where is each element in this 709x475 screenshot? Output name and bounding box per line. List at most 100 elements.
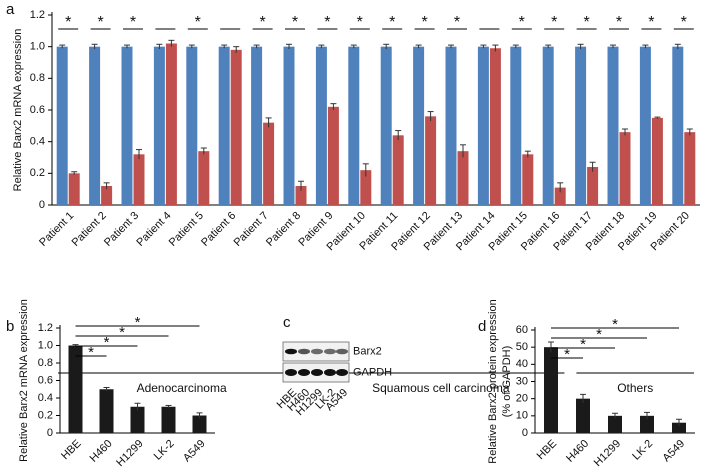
error-bar [512, 44, 519, 49]
x-tick-label: Patient 1 [37, 210, 76, 249]
error-bar [557, 182, 564, 193]
bar [576, 398, 590, 433]
error-bar [548, 341, 554, 353]
error-bar [480, 44, 487, 49]
comparison-mark: * [596, 326, 602, 343]
bar [161, 406, 176, 433]
error-bar [103, 182, 110, 190]
band-label: GAPDH [353, 366, 392, 378]
error-bar [492, 44, 499, 52]
error-bar [136, 149, 142, 160]
error-bar [196, 412, 203, 419]
significance-mark: * [616, 14, 622, 31]
bar [489, 48, 501, 205]
y-tick-label: 0.6 [30, 104, 45, 116]
bar [608, 415, 622, 433]
y-tick-label: 0.8 [30, 72, 45, 84]
bar [672, 46, 684, 205]
blot-band [336, 348, 348, 355]
bar [165, 43, 177, 205]
error-bar [524, 150, 531, 158]
significance-mark: * [421, 14, 427, 31]
error-bar [686, 128, 693, 136]
error-bar [654, 116, 661, 119]
bar [445, 46, 457, 205]
significance-mark: * [259, 14, 265, 31]
bar [477, 46, 489, 205]
significance-mark: * [648, 14, 654, 31]
significance-mark: * [357, 14, 363, 31]
comparison-mark: * [104, 334, 110, 351]
y-tick-label: 0 [39, 199, 45, 211]
error-bar [124, 44, 130, 49]
comparison-mark: * [612, 316, 618, 333]
bar [101, 186, 113, 205]
x-tick-label: Patient 6 [199, 210, 238, 249]
x-tick-label: Patient 7 [232, 210, 271, 249]
error-bar [589, 161, 596, 172]
x-tick-label: HBE [59, 438, 83, 462]
error-bar [233, 46, 240, 53]
y-tick-label: 40 [516, 358, 528, 370]
significance-mark: * [130, 14, 136, 31]
y-tick-label: 10 [516, 410, 528, 422]
bar [89, 46, 101, 205]
error-bar [265, 117, 272, 128]
error-bar [674, 43, 681, 50]
bar [672, 422, 686, 433]
error-bar [545, 44, 552, 49]
error-bar [642, 44, 649, 49]
panel-label: c [283, 314, 291, 331]
bar [186, 46, 198, 205]
significance-mark: * [195, 14, 201, 31]
significance-mark: * [97, 14, 103, 31]
significance-mark: * [551, 14, 557, 31]
y-tick-label: 20 [516, 393, 528, 405]
significance-mark: * [324, 14, 330, 31]
y-tick-label: 0.4 [38, 392, 53, 404]
error-bar [188, 44, 195, 49]
comparison-mark: * [88, 344, 94, 361]
bar [554, 187, 566, 205]
bar [392, 135, 404, 205]
y-tick-label: 0.8 [38, 357, 53, 369]
significance-mark: * [389, 14, 395, 31]
group-label: Adenocarcinoma [137, 381, 227, 395]
error-bar [91, 43, 98, 50]
bar [510, 46, 522, 205]
y-tick-label: 1.0 [30, 41, 45, 53]
y-axis-label: Relative Barx2 mRNA expression [12, 29, 24, 192]
y-axis-label: (% of GAPDH) [501, 346, 513, 418]
bar [121, 46, 133, 205]
y-tick-label: 0.4 [30, 136, 45, 148]
significance-mark: * [292, 14, 298, 31]
bar [130, 406, 145, 433]
blot-band [298, 348, 310, 355]
bar [315, 46, 327, 205]
x-tick-label: HBE [535, 438, 559, 462]
bar [68, 173, 80, 205]
x-tick-label: Patient 8 [264, 210, 303, 249]
bar [575, 46, 587, 205]
x-tick-label: H460 [88, 438, 115, 465]
bar [192, 415, 207, 433]
x-tick-label: A549 [661, 438, 688, 465]
error-bar [156, 43, 163, 50]
bar [133, 154, 145, 205]
error-bar [134, 402, 141, 411]
bar [99, 389, 114, 433]
error-bar [318, 44, 325, 49]
significance-mark: * [454, 14, 460, 31]
panel-label: d [478, 318, 486, 335]
error-bar [71, 171, 78, 175]
y-tick-label: 50 [516, 341, 528, 353]
significance-mark: * [519, 14, 525, 31]
x-tick-label: LK-2 [152, 438, 177, 463]
y-tick-label: 0.2 [30, 167, 45, 179]
error-bar [168, 39, 175, 47]
error-bar [286, 43, 292, 50]
bar [198, 151, 210, 205]
error-bar [676, 418, 682, 427]
comparison-mark: * [119, 324, 125, 341]
